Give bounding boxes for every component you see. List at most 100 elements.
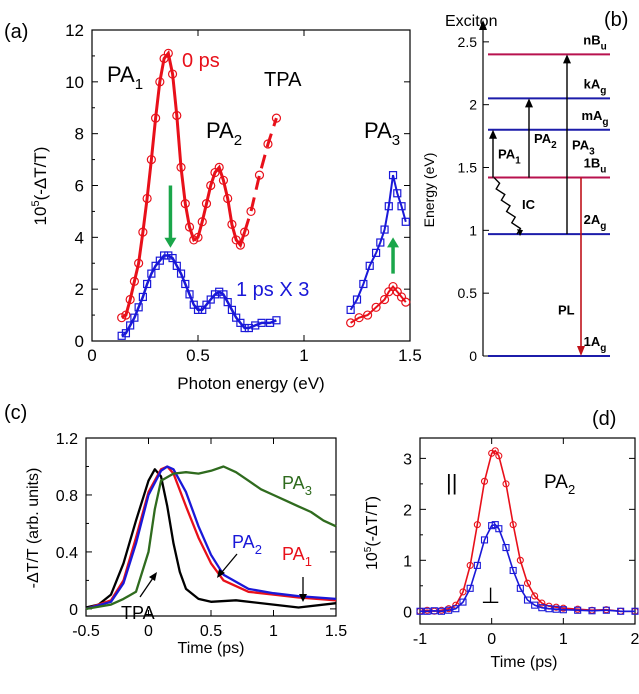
x-tick-label: 0 bbox=[487, 631, 496, 648]
panel-b-axis-arrow bbox=[479, 20, 487, 30]
data-point bbox=[502, 544, 510, 552]
transition-label-PA2: PA2 bbox=[534, 131, 557, 151]
x-tick-label: 0.5 bbox=[200, 623, 222, 640]
data-point bbox=[559, 606, 567, 614]
panel-c-label: (c) bbox=[4, 402, 27, 424]
panel-d-data bbox=[416, 447, 639, 615]
series-pa3-fit bbox=[349, 174, 407, 311]
annotation-0ps: 0 ps bbox=[182, 50, 220, 72]
y-tick-label: 2 bbox=[469, 97, 477, 113]
data-point bbox=[125, 294, 135, 305]
panel-b-ylabel: Energy (eV) bbox=[421, 153, 437, 228]
y-tick-label: 0.5 bbox=[458, 285, 478, 301]
data-point bbox=[147, 269, 156, 278]
data-point bbox=[138, 227, 148, 237]
data-point bbox=[138, 292, 147, 302]
y-tick-label: 0 bbox=[403, 604, 412, 621]
panel-a-xlabel: Photon energy (eV) bbox=[177, 374, 324, 393]
panel-b-data: nBu kAg mAg 1Bu 2Ag 1Ag PA1 PA2 PA3 IC PL bbox=[488, 32, 610, 357]
data-point bbox=[181, 279, 190, 289]
level-label-2Ag: 2Ag bbox=[584, 212, 607, 232]
annotation-c-tpa: TPA bbox=[121, 603, 155, 623]
y-tick-label: 10 bbox=[65, 73, 84, 92]
transition-PA3-head bbox=[563, 54, 571, 64]
transition-label-PA1: PA1 bbox=[498, 147, 521, 167]
transition-IC bbox=[493, 177, 522, 235]
green-arrow-head bbox=[164, 237, 177, 248]
data-point bbox=[359, 279, 368, 289]
y-tick-label: 0.8 bbox=[56, 488, 78, 505]
data-point bbox=[371, 302, 381, 312]
data-point bbox=[480, 477, 489, 485]
data-point bbox=[244, 323, 253, 333]
data-point bbox=[523, 579, 532, 587]
data-point bbox=[214, 162, 224, 172]
data-point bbox=[531, 592, 539, 600]
data-point bbox=[251, 321, 260, 330]
data-point bbox=[240, 227, 250, 237]
data-point bbox=[263, 139, 273, 149]
series-fit-1 bbox=[420, 523, 635, 613]
data-point bbox=[155, 256, 164, 265]
arrow-c-pa1-head bbox=[299, 594, 307, 602]
annotation-c-pa1: PA1 bbox=[282, 544, 312, 569]
panel-d-xlabel: Time (ps) bbox=[491, 654, 558, 671]
transition-PA2-head bbox=[525, 98, 533, 108]
data-point bbox=[151, 113, 161, 123]
data-point bbox=[272, 316, 281, 325]
data-point bbox=[142, 193, 152, 204]
data-point bbox=[130, 313, 139, 322]
data-point bbox=[552, 605, 560, 613]
y-tick-label: 1.2 bbox=[56, 431, 78, 448]
data-point bbox=[495, 525, 503, 533]
data-point bbox=[164, 251, 173, 260]
panel-c-frame bbox=[85, 437, 337, 617]
data-point bbox=[509, 566, 517, 575]
annotation-c-pa3: PA3 bbox=[282, 473, 312, 498]
level-label-mAg: mAg bbox=[581, 108, 608, 128]
data-point bbox=[254, 170, 265, 180]
data-point bbox=[227, 305, 237, 314]
data-point bbox=[466, 561, 474, 569]
data-point bbox=[257, 318, 266, 327]
data-point bbox=[602, 606, 610, 614]
data-point bbox=[354, 313, 364, 323]
data-point bbox=[545, 605, 553, 613]
data-point bbox=[538, 604, 546, 612]
x-tick-label: 0 bbox=[87, 346, 96, 365]
data-point bbox=[168, 253, 177, 263]
x-tick-label: 1 bbox=[269, 623, 278, 640]
data-point bbox=[346, 318, 356, 328]
data-point bbox=[236, 318, 245, 327]
panel-c-data bbox=[85, 465, 337, 611]
data-point bbox=[121, 310, 131, 320]
data-point bbox=[219, 290, 228, 299]
data-point bbox=[516, 556, 524, 564]
level-label-1Ag: 1Ag bbox=[584, 334, 607, 354]
panel-c-xlabel: Time (ps) bbox=[178, 640, 245, 657]
arrow-c-pa2 bbox=[221, 553, 238, 573]
data-point bbox=[240, 323, 249, 333]
data-point bbox=[129, 276, 139, 286]
data-point bbox=[146, 154, 156, 165]
y-tick-label: 3 bbox=[403, 451, 412, 468]
level-label-kAg: kAg bbox=[584, 76, 607, 96]
series-0ps-tpa-fit bbox=[243, 117, 278, 233]
y-tick-label: 1 bbox=[403, 553, 412, 570]
data-point bbox=[445, 606, 453, 614]
data-point bbox=[206, 295, 215, 304]
data-point bbox=[617, 607, 625, 615]
transition-IC-head bbox=[517, 229, 523, 237]
y-tick-label: 1 bbox=[469, 222, 477, 238]
x-tick-label: -0.5 bbox=[72, 623, 100, 640]
data-point bbox=[126, 321, 135, 330]
arrow-c-tpa-head bbox=[149, 572, 157, 581]
y-tick-label: 8 bbox=[75, 125, 84, 144]
annotation-pa3: PA3 bbox=[364, 118, 400, 149]
data-point bbox=[184, 222, 195, 232]
data-point bbox=[185, 290, 194, 299]
data-point bbox=[197, 217, 207, 227]
data-point bbox=[588, 607, 596, 615]
